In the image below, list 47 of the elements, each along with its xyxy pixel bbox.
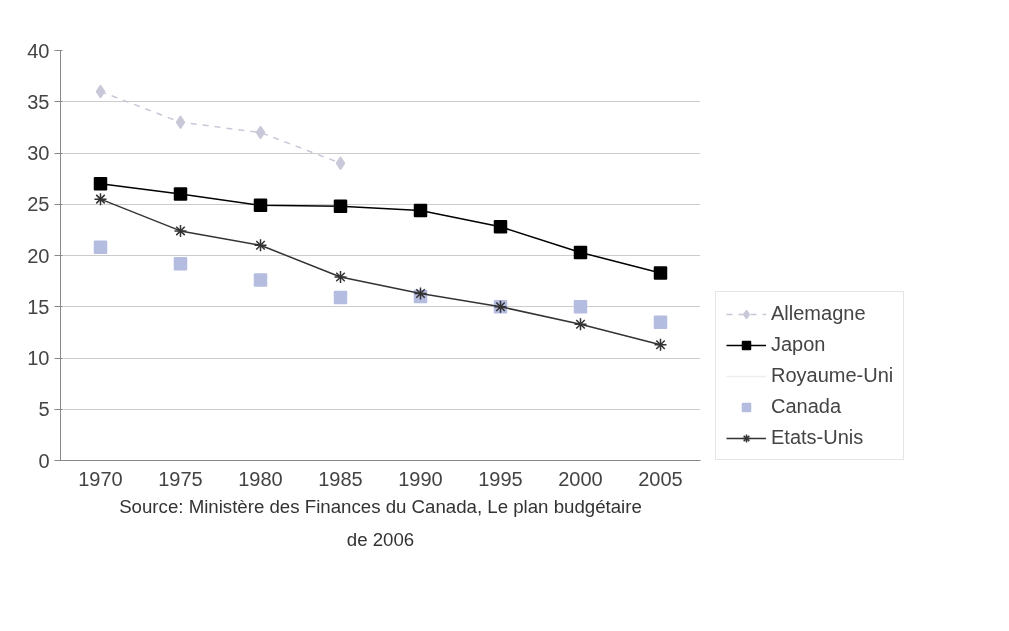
point <box>493 220 508 234</box>
point <box>93 177 108 191</box>
point <box>573 317 588 331</box>
legend-label: Etats-Unis <box>771 426 865 449</box>
legend-label: Canada <box>771 395 843 418</box>
point <box>653 266 668 280</box>
point <box>653 315 668 329</box>
y-tick-label: 30 <box>27 142 50 164</box>
point <box>173 224 188 238</box>
x-tick-label: 1975 <box>158 467 203 490</box>
point <box>95 84 106 99</box>
point <box>253 273 268 287</box>
point <box>253 238 268 252</box>
y-tick-label: 5 <box>38 398 50 421</box>
x-tick-label: 1990 <box>398 467 443 490</box>
x-tick-label: 1980 <box>238 467 283 490</box>
point <box>93 192 108 206</box>
source-note: Source: Ministère des Finances du Canada, Le plan budgétaire de 2006 <box>119 495 642 550</box>
x-tick-label: 1995 <box>478 467 523 490</box>
point <box>335 156 346 170</box>
point <box>653 337 668 352</box>
point <box>333 270 348 284</box>
y-tick-label: 0 <box>38 449 50 472</box>
point <box>333 199 348 214</box>
y-tick-label: 20 <box>27 244 50 267</box>
point <box>333 290 348 305</box>
legend-label: Allemagne <box>771 302 867 325</box>
point <box>255 125 266 140</box>
legend-label: Japon <box>771 333 827 356</box>
point <box>173 187 188 201</box>
y-tick-label: 25 <box>27 193 50 216</box>
x-tick-label: 1985 <box>318 467 363 490</box>
point <box>413 203 428 218</box>
y-tick-label: 10 <box>27 347 50 369</box>
x-tick-label: 1970 <box>78 467 123 490</box>
point <box>253 198 268 213</box>
legend-label: Royaume-Uni <box>771 364 894 387</box>
y-tick-label: 40 <box>27 39 50 62</box>
y-tick-label: 35 <box>27 90 50 113</box>
point <box>93 240 108 255</box>
point <box>573 300 588 314</box>
y-tick-label: 15 <box>27 295 50 318</box>
point <box>173 256 188 271</box>
x-tick-label: 2000 <box>558 467 603 490</box>
point <box>573 245 588 260</box>
point <box>175 115 186 129</box>
x-tick-label: 2005 <box>638 467 683 490</box>
